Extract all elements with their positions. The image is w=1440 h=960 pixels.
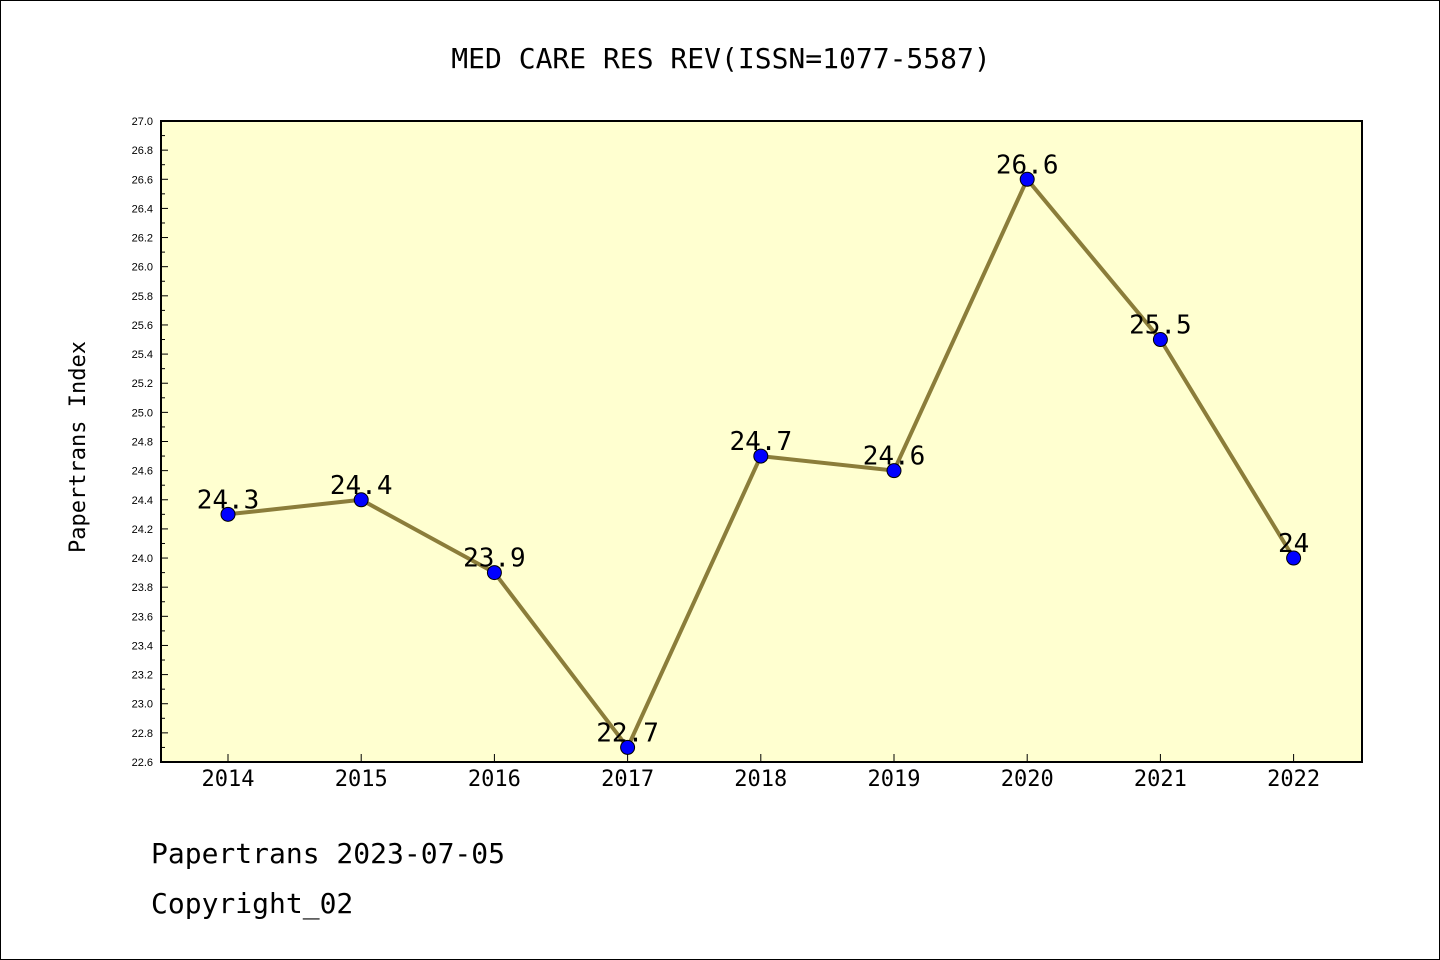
y-tick-label: 24.0 <box>132 553 153 565</box>
plot-area <box>161 121 1362 762</box>
x-tick-label: 2021 <box>1134 767 1187 792</box>
data-label: 24.3 <box>197 485 260 515</box>
y-tick-label: 23.6 <box>132 611 153 623</box>
x-tick-label: 2016 <box>468 767 521 792</box>
x-tick-label: 2014 <box>202 767 255 792</box>
x-tick-label: 2019 <box>868 767 921 792</box>
y-tick-label: 24.8 <box>132 437 153 449</box>
y-tick-label: 25.4 <box>132 349 153 361</box>
y-tick-label: 25.8 <box>132 291 153 303</box>
data-label: 24.6 <box>863 442 926 472</box>
x-tick-label: 2017 <box>601 767 654 792</box>
data-point <box>220 506 236 522</box>
y-tick-label: 22.6 <box>132 757 153 769</box>
y-tick-label: 23.4 <box>132 640 153 652</box>
data-point <box>353 492 369 508</box>
y-tick-label: 26.4 <box>132 203 153 215</box>
x-tick-label: 2015 <box>335 767 388 792</box>
y-axis-label: Papertrans Index <box>66 341 91 553</box>
y-tick-label: 24.4 <box>132 495 153 507</box>
data-point <box>753 448 769 464</box>
data-point <box>1019 171 1035 187</box>
y-tick-label: 26.0 <box>132 262 153 274</box>
y-tick-label: 23.2 <box>132 670 153 682</box>
series-markers <box>220 171 1302 755</box>
y-tick-label: 25.2 <box>132 378 153 390</box>
y-tick-label: 23.8 <box>132 582 153 594</box>
y-tick-label: 26.8 <box>132 145 153 157</box>
y-tick-label: 24.2 <box>132 524 153 536</box>
footer-copyright: Copyright_02 <box>151 887 354 920</box>
y-tick-label: 24.6 <box>132 466 153 478</box>
data-label: 24.4 <box>330 471 393 501</box>
plot-border <box>160 120 1363 763</box>
y-tick-label: 23.0 <box>132 699 153 711</box>
data-label: 24 <box>1278 529 1309 559</box>
y-tick-label: 25.0 <box>132 407 153 419</box>
data-label: 26.6 <box>996 150 1059 180</box>
data-label: 22.7 <box>596 718 659 748</box>
x-tick-label: 2020 <box>1001 767 1054 792</box>
footer-date: Papertrans 2023-07-05 <box>151 837 506 870</box>
data-label: 25.5 <box>1129 311 1192 341</box>
chart-title: MED CARE RES REV(ISSN=1077-5587) <box>451 42 990 75</box>
x-tick-label: 2018 <box>734 767 787 792</box>
data-point <box>1152 332 1168 348</box>
data-point <box>886 463 902 479</box>
y-tick-label: 26.2 <box>132 233 153 245</box>
x-axis: 2014 2015 2016 2017 2018 2019 2020 2021 2022 <box>202 754 1320 792</box>
y-tick-label: 25.6 <box>132 320 153 332</box>
data-label: 24.7 <box>729 427 792 457</box>
x-tick-label: 2022 <box>1267 767 1320 792</box>
data-point <box>1286 550 1302 566</box>
y-axis: 22.6 22.8 23.0 23.2 23.4 23.6 23.8 24.0 24.2 24.4… <box>132 116 168 769</box>
data-point <box>486 565 502 581</box>
data-point <box>620 739 636 755</box>
y-tick-label: 27.0 <box>132 116 153 128</box>
data-label: 23.9 <box>463 544 526 574</box>
y-tick-label: 26.6 <box>132 174 153 186</box>
data-labels: 24.3 24.4 23.9 22.7 24.7 24.6 26.6 25.5 24 <box>197 150 1310 748</box>
y-tick-label: 22.8 <box>132 728 153 740</box>
